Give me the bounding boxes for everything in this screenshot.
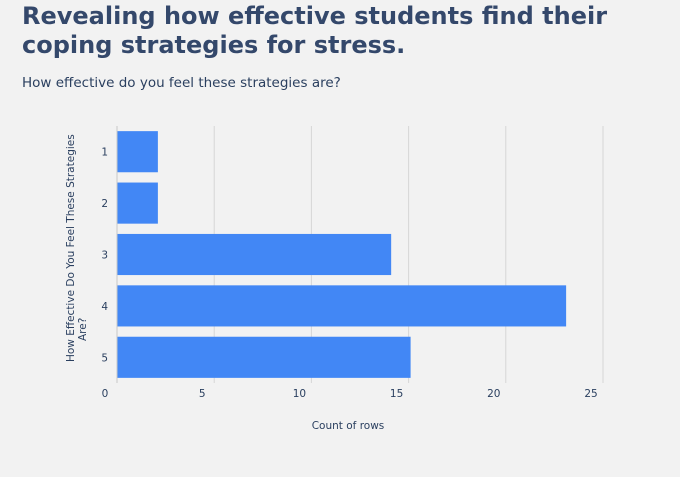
- y-axis-ticks: 1 2 3 4 5: [101, 147, 108, 365]
- x-tick-label: 5: [199, 388, 206, 400]
- chart-title: Revealing how effective students find th…: [22, 2, 608, 59]
- y-axis-title: How Effective Do You Feel These Strategi…: [65, 131, 89, 362]
- x-axis-ticks: 0 5 10 15 20 25: [102, 388, 598, 400]
- bar-2: [117, 182, 158, 224]
- y-tick-label: 4: [101, 301, 108, 313]
- x-tick-label: 15: [390, 388, 403, 400]
- chart-subtitle: How effective do you feel these strategi…: [22, 75, 341, 91]
- y-axis-title-line-2: Are?: [77, 318, 89, 341]
- x-axis-title: Count of rows: [312, 420, 385, 432]
- y-tick-label: 5: [101, 352, 108, 364]
- bar-5: [117, 336, 411, 378]
- y-tick-label: 3: [101, 250, 108, 262]
- bars: [117, 131, 567, 378]
- bar-4: [117, 285, 567, 327]
- y-tick-label: 2: [101, 198, 108, 210]
- x-tick-label: 25: [584, 388, 597, 400]
- bar-1: [117, 131, 158, 173]
- x-tick-label: 10: [293, 388, 306, 400]
- bar-3: [117, 233, 392, 276]
- x-tick-label: 0: [102, 388, 109, 400]
- y-tick-label: 1: [101, 147, 108, 159]
- y-axis-title-line-1: How Effective Do You Feel These Strategi…: [65, 134, 77, 362]
- x-tick-label: 20: [487, 388, 500, 400]
